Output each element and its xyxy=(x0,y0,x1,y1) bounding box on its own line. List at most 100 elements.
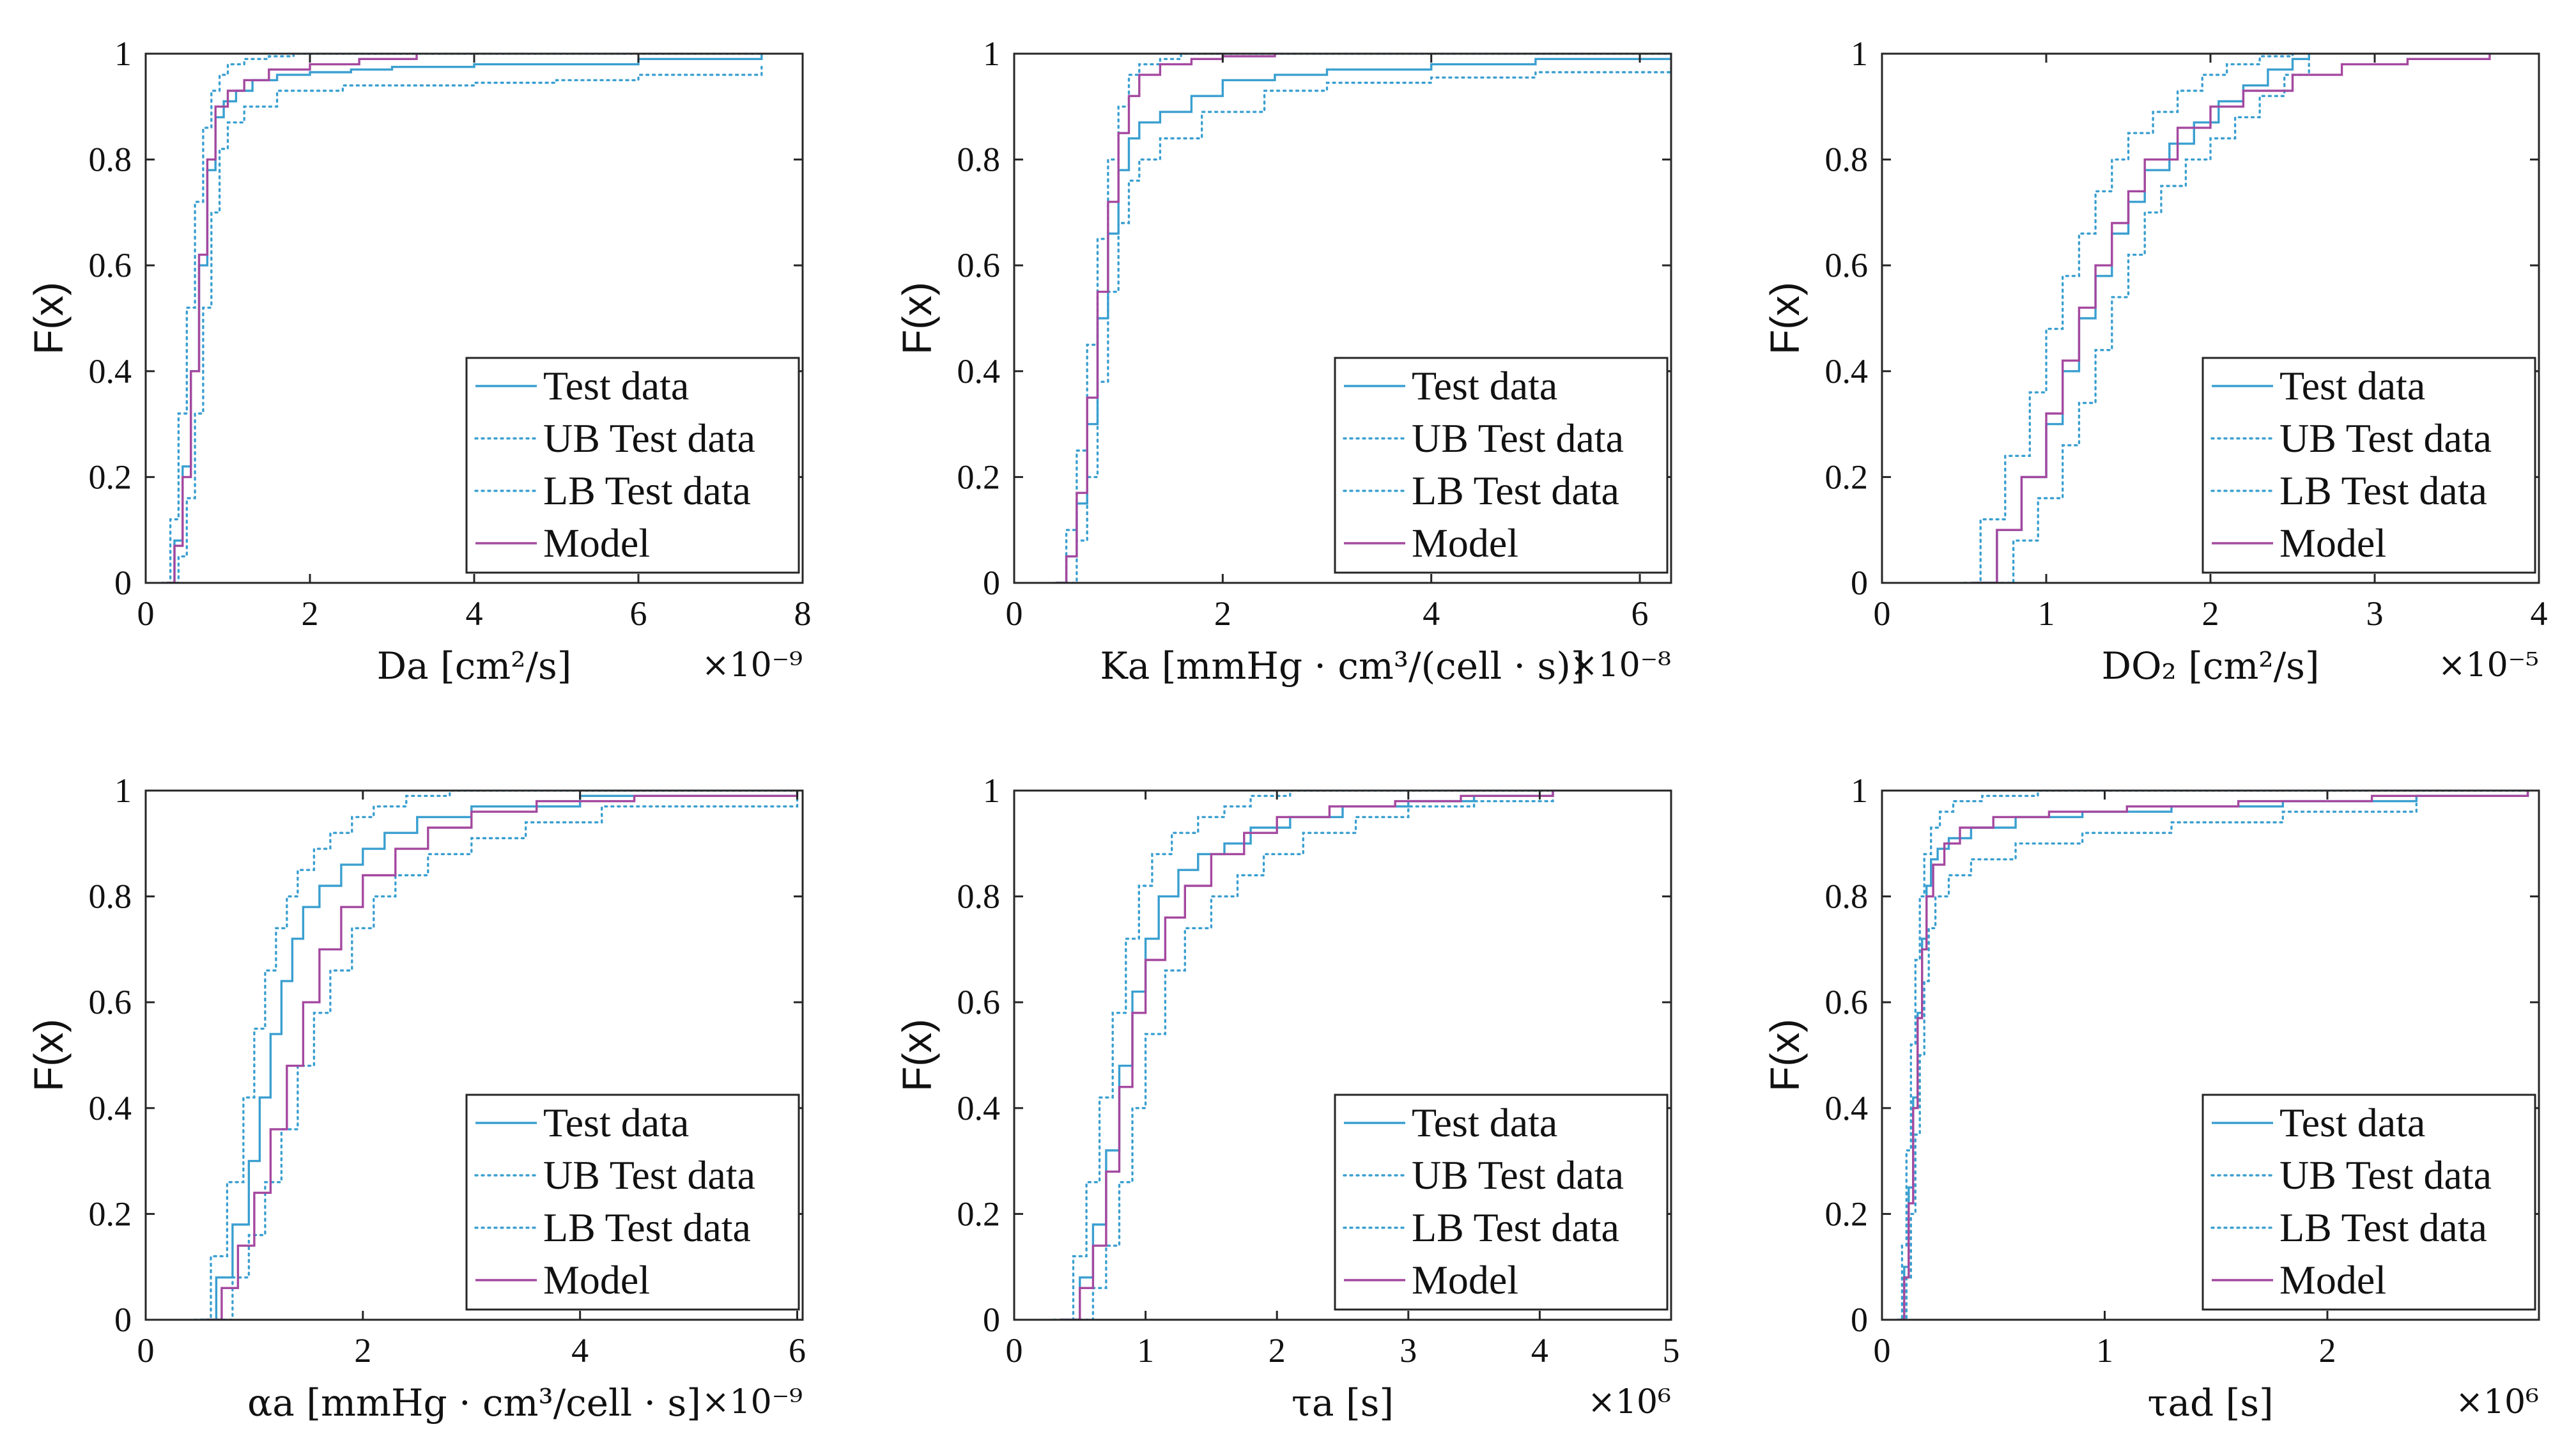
series-ub-test-data xyxy=(161,54,763,583)
series-model xyxy=(1060,791,1554,1320)
y-tick-label: 1 xyxy=(983,771,1000,810)
y-tick-label: 0 xyxy=(114,1301,132,1339)
x-tick-label: 6 xyxy=(1631,594,1649,633)
subplot-tau_a: 0 1 2 3 4 5 0 0.2 0.4 0.6 0.8 1 F(x) τa [s] ×10⁶ Test d… xyxy=(894,771,1680,1425)
y-tick-label: 0.6 xyxy=(1825,246,1869,284)
legend-label: UB Test data xyxy=(1412,415,1624,461)
x-tick-label: 4 xyxy=(1423,594,1440,633)
series-model xyxy=(166,54,418,583)
y-axis-label: F(x) xyxy=(894,282,940,355)
x-tick-label: 4 xyxy=(571,1331,589,1370)
y-tick-label: 0.8 xyxy=(89,877,132,916)
x-axis-label: αa [mmHg · cm³/cell · s] xyxy=(247,1381,701,1425)
x-exponent-label: ×10⁻⁵ xyxy=(2438,646,2539,684)
y-tick-label: 0.6 xyxy=(1825,983,1869,1021)
y-tick-label: 0.8 xyxy=(1825,877,1869,916)
y-tick-label: 0.8 xyxy=(957,141,1001,179)
legend: Test data UB Test data LB Test data Model xyxy=(2202,1094,2536,1311)
x-tick-label: 2 xyxy=(2318,1331,2336,1370)
y-tick-label: 0.4 xyxy=(89,1089,132,1127)
y-axis-label: F(x) xyxy=(894,1019,940,1092)
legend-label: Model xyxy=(543,1257,650,1303)
x-tick-label: 2 xyxy=(2202,594,2219,633)
x-exponent-label: ×10⁻⁸ xyxy=(1570,646,1671,684)
legend-label: Model xyxy=(543,520,650,566)
legend-label: LB Test data xyxy=(1412,1205,1619,1250)
legend-label: LB Test data xyxy=(543,468,751,513)
x-axis-label: τa [s] xyxy=(1292,1381,1394,1425)
x-tick-label: 6 xyxy=(630,594,647,633)
y-tick-label: 1 xyxy=(1851,771,1868,810)
x-axis-label: DO₂ [cm²/s] xyxy=(2101,644,2319,688)
legend-label: Test data xyxy=(543,363,689,408)
x-tick-label: 0 xyxy=(1006,1331,1023,1370)
x-tick-label: 5 xyxy=(1663,1331,1680,1370)
y-axis-label: F(x) xyxy=(1762,1019,1808,1092)
legend-label: Test data xyxy=(2279,1100,2425,1145)
x-tick-label: 6 xyxy=(789,1331,806,1370)
legend-box xyxy=(1334,1094,1669,1311)
x-tick-label: 3 xyxy=(2366,594,2384,633)
y-axis-label: F(x) xyxy=(26,282,72,355)
legend: Test data UB Test data LB Test data Model xyxy=(1334,1094,1669,1311)
legend-label: Test data xyxy=(2279,363,2425,408)
y-axis-label: F(x) xyxy=(1762,282,1808,355)
y-tick-label: 0 xyxy=(983,564,1000,602)
legend-label: LB Test data xyxy=(2279,468,2487,513)
y-tick-label: 0.4 xyxy=(957,352,1001,390)
legend-box xyxy=(465,357,800,574)
axes-box xyxy=(1013,52,1672,584)
y-tick-label: 0.8 xyxy=(957,877,1001,916)
subplot-alpha_a: 0 2 4 6 0 0.2 0.4 0.6 0.8 1 F(x) αa [mmHg · cm³/cel… xyxy=(26,771,806,1425)
series-ub-test-data xyxy=(1054,54,1671,583)
subplot-DO2: 0 1 2 3 4 0 0.2 0.4 0.6 0.8 1 F(x) DO₂ [cm²/s] ×10⁻⁵ T… xyxy=(1762,35,2548,688)
legend-label: Test data xyxy=(1412,363,1557,408)
x-axis-label: Ka [mmHg · cm³/(cell · s)] xyxy=(1100,644,1585,688)
series-lb-test-data xyxy=(1901,803,2418,1320)
axes-box xyxy=(1881,789,2540,1321)
y-tick-label: 0.2 xyxy=(957,1194,1001,1233)
legend: Test data UB Test data LB Test data Model xyxy=(2202,357,2536,574)
y-tick-label: 0.6 xyxy=(89,983,132,1021)
x-tick-label: 0 xyxy=(137,594,155,633)
legend-label: LB Test data xyxy=(1412,468,1619,513)
legend-label: UB Test data xyxy=(543,415,755,461)
legend-label: UB Test data xyxy=(543,1152,755,1198)
y-tick-label: 0 xyxy=(1851,564,1868,602)
x-tick-label: 2 xyxy=(1269,1331,1286,1370)
y-tick-label: 1 xyxy=(114,35,132,73)
y-tick-label: 0.8 xyxy=(1825,141,1869,179)
x-exponent-label: ×10⁶ xyxy=(2455,1383,2539,1421)
series-group xyxy=(1053,791,1554,1320)
subplot-tau_ad: 0 1 2 0 0.2 0.4 0.6 0.8 1 F(x) τad [s] ×10⁶ Test dat… xyxy=(1762,771,2540,1425)
y-tick-label: 0.4 xyxy=(1825,1089,1869,1127)
series-ub-test-data xyxy=(1963,54,2294,583)
y-tick-label: 0.8 xyxy=(89,141,132,179)
y-tick-label: 0 xyxy=(1851,1301,1868,1339)
legend-label: Test data xyxy=(543,1100,689,1145)
series-ub-test-data xyxy=(1053,791,1554,1320)
series-ub-test-data xyxy=(193,791,799,1320)
subplot-Ka: 0 2 4 6 0 0.2 0.4 0.6 0.8 1 F(x) Ka [mmHg · cm³/(ce… xyxy=(894,35,1672,688)
legend-label: Model xyxy=(2279,520,2386,566)
y-tick-label: 1 xyxy=(983,35,1000,73)
legend-label: LB Test data xyxy=(543,1205,751,1250)
y-tick-label: 1 xyxy=(1851,35,1868,73)
x-exponent-label: ×10⁻⁹ xyxy=(702,646,803,684)
legend: Test data UB Test data LB Test data Model xyxy=(465,1094,800,1311)
legend-box xyxy=(2202,357,2536,574)
x-tick-label: 0 xyxy=(1006,594,1023,633)
legend-label: Model xyxy=(1412,520,1518,566)
x-tick-label: 3 xyxy=(1400,1331,1417,1370)
y-tick-label: 0.2 xyxy=(1825,1194,1869,1233)
x-tick-label: 1 xyxy=(1137,1331,1154,1370)
y-tick-label: 0.2 xyxy=(1825,458,1869,496)
x-exponent-label: ×10⁶ xyxy=(1587,1383,1671,1421)
y-tick-label: 0.4 xyxy=(1825,352,1869,390)
series-model xyxy=(1972,54,2491,583)
legend-label: Model xyxy=(2279,1257,2386,1303)
series-lb-test-data xyxy=(1072,794,1554,1320)
axes-box xyxy=(144,789,804,1321)
series-group xyxy=(161,54,763,583)
x-exponent-label: ×10⁻⁹ xyxy=(702,1383,803,1421)
